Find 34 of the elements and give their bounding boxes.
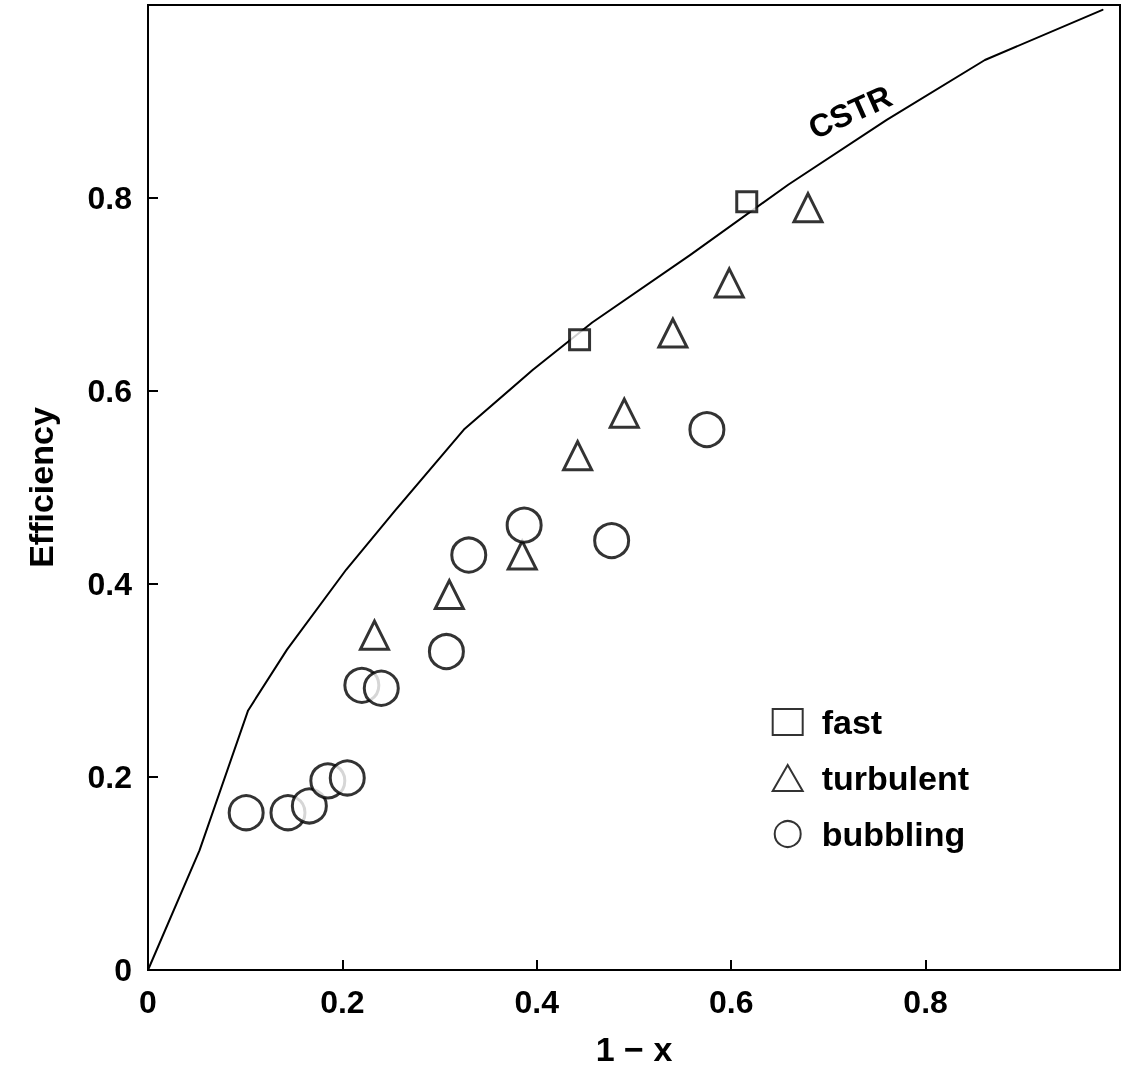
point	[713, 267, 745, 299]
point	[568, 328, 592, 352]
point	[227, 794, 265, 832]
point	[593, 522, 631, 560]
legend-label: fast	[821, 703, 883, 741]
x-tick-label: 0.6	[708, 984, 754, 1020]
point	[608, 397, 640, 429]
point	[328, 759, 366, 797]
legend-label: bubbling	[821, 815, 966, 853]
point	[362, 669, 400, 707]
annotation: CSTR	[802, 77, 898, 147]
point	[358, 619, 390, 651]
point	[688, 411, 726, 449]
point	[657, 317, 689, 349]
point	[450, 536, 488, 574]
point	[427, 633, 465, 671]
point	[562, 440, 594, 472]
point	[505, 506, 543, 544]
y-tick-label: 0.2	[87, 759, 132, 795]
x-tick-label: 0.8	[903, 984, 948, 1020]
y-axis-title: Efficiency	[22, 407, 60, 568]
point	[735, 190, 759, 214]
x-tick-label: 0.2	[320, 984, 365, 1020]
point	[290, 787, 328, 825]
x-axis-title: 1 − x	[595, 1030, 673, 1068]
point	[433, 579, 465, 611]
y-tick-label: 0	[114, 952, 132, 988]
point	[792, 192, 824, 224]
x-tick-label: 0.4	[514, 984, 560, 1020]
legend-label: turbulent	[821, 759, 970, 797]
y-tick-label: 0.6	[87, 373, 132, 409]
y-tick-label: 0.4	[87, 566, 133, 602]
y-tick-label: 0.8	[87, 180, 132, 216]
x-tick-label: 0	[139, 984, 157, 1020]
